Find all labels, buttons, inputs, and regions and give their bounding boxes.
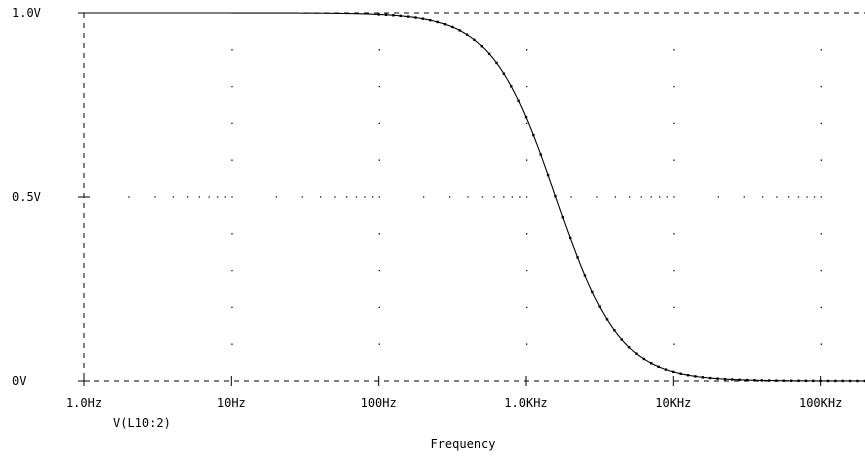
data-point	[576, 256, 579, 259]
data-point	[605, 318, 609, 321]
data-point	[760, 379, 763, 382]
data-point	[731, 378, 734, 381]
data-point	[812, 379, 815, 383]
data-point	[429, 18, 432, 22]
data-point	[524, 115, 528, 119]
data-point	[635, 352, 638, 355]
data-point	[804, 379, 808, 383]
data-point	[686, 374, 690, 377]
y-tick-label-2: 1.0V	[12, 6, 41, 20]
data-point	[598, 305, 601, 308]
data-point	[532, 133, 535, 137]
data-point	[841, 379, 844, 383]
data-point	[701, 376, 704, 379]
grid-dots-vertical-4	[820, 49, 822, 345]
data-point	[502, 72, 506, 75]
data-point	[546, 173, 550, 177]
data-point	[613, 329, 616, 332]
grid-dots-vertical-1	[378, 49, 380, 345]
data-point	[517, 99, 520, 103]
data-point	[377, 13, 380, 16]
data-point	[782, 379, 786, 382]
data-point	[583, 274, 587, 277]
data-point	[539, 153, 542, 156]
data-point	[642, 357, 646, 361]
axes	[78, 12, 865, 386]
data-point	[775, 379, 778, 382]
data-point	[421, 17, 425, 20]
data-point	[620, 338, 623, 341]
x-tick-label-3: 1.0KHz	[504, 396, 547, 410]
data-point	[826, 379, 830, 383]
data-point	[591, 290, 594, 294]
tick-labels: 0V 0.5V 1.0V 1.0Hz 10Hz 100Hz 1.0KHz 10KHz 100KH…	[12, 6, 842, 410]
data-point	[664, 368, 668, 371]
data-point	[848, 379, 852, 383]
data-point	[672, 370, 675, 374]
y-tick-label-1: 0.5V	[12, 190, 41, 204]
data-point	[863, 379, 865, 383]
x-tick-label-0: 1.0Hz	[66, 396, 102, 410]
data-point	[414, 16, 417, 19]
data-point	[458, 29, 461, 32]
data-point	[694, 375, 697, 378]
data-point	[465, 33, 469, 36]
grid	[128, 49, 865, 345]
data-point	[487, 52, 491, 56]
series-line-0	[84, 12, 865, 382]
data-point	[708, 376, 712, 380]
grid-dots-vertical-0	[231, 49, 233, 345]
data-point	[738, 378, 741, 382]
grid-dots-vertical-2	[525, 49, 528, 345]
legend-entry: V(L10:2)	[113, 416, 171, 430]
data-point	[480, 44, 483, 48]
data-point	[495, 61, 498, 65]
series	[84, 12, 865, 383]
data-point	[384, 13, 388, 17]
data-point	[650, 362, 653, 365]
data-point	[399, 14, 402, 18]
data-point	[443, 22, 447, 26]
data-point	[723, 377, 727, 381]
series-markers-0	[377, 13, 865, 383]
x-tick-label-2: 100Hz	[361, 396, 397, 410]
data-point	[561, 216, 565, 219]
data-point	[657, 365, 660, 368]
data-point	[436, 20, 439, 24]
data-point	[789, 379, 793, 382]
data-point	[392, 14, 395, 17]
data-point	[797, 379, 800, 383]
data-point	[819, 379, 822, 383]
data-point	[568, 236, 572, 240]
grid-dots-vertical-3	[673, 49, 675, 345]
x-tick-label-4: 10KHz	[655, 396, 691, 410]
data-point	[679, 372, 682, 375]
data-point	[834, 379, 837, 383]
data-point	[627, 346, 631, 349]
data-point	[406, 15, 410, 18]
data-point	[510, 85, 513, 88]
x-tick-label-1: 10Hz	[217, 396, 246, 410]
data-point	[753, 379, 756, 382]
data-point	[716, 377, 719, 380]
data-point	[451, 25, 454, 29]
y-tick-label-0: 0V	[12, 374, 26, 388]
data-point	[745, 378, 749, 382]
x-axis-label: Frequency	[430, 437, 495, 451]
data-point	[856, 379, 859, 383]
data-point	[767, 379, 771, 382]
data-point	[554, 194, 557, 198]
data-point	[473, 38, 476, 42]
x-tick-label-5: 100KHz	[799, 396, 842, 410]
